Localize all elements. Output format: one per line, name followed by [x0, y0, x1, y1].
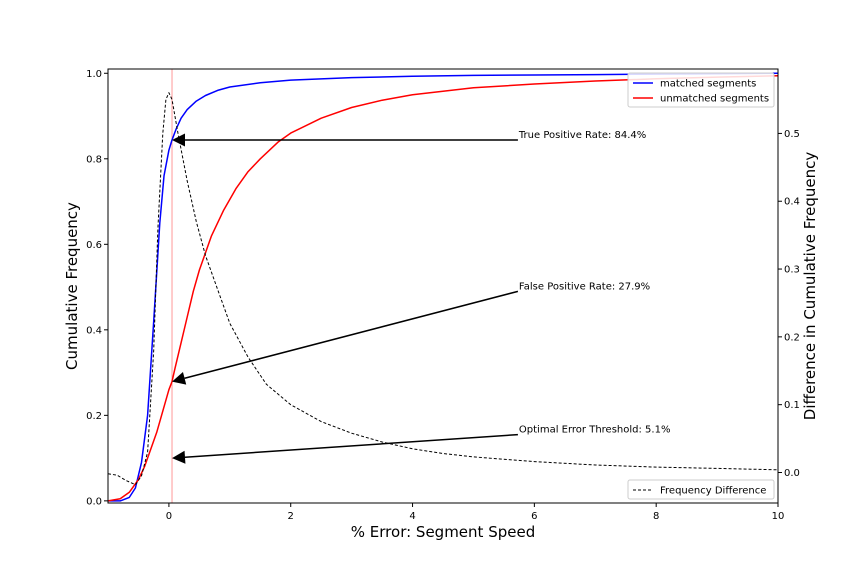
left-y-axis-ticks: 0.0 0.2 0.4 0.6 0.8 1.0 [86, 69, 108, 507]
left-y-tick-label: 0.6 [86, 240, 102, 251]
x-tick-label: 0 [166, 511, 172, 522]
annotation-arrow-line-2 [184, 433, 518, 458]
right-y-axis-ticks: 0.0 0.1 0.2 0.3 0.4 0.5 [778, 129, 800, 479]
series-line-0 [108, 72, 778, 502]
legend-bottom-right: Frequency Difference [627, 479, 775, 500]
annotation-arrowhead-2 [172, 450, 186, 464]
x-tick-label: 10 [772, 511, 785, 522]
annotation-arrowhead-1 [172, 371, 187, 385]
right-y-tick-label: 0.0 [784, 468, 800, 479]
series-lines [108, 69, 778, 503]
legend-difference-label: Frequency Difference [660, 486, 766, 497]
annotations: True Positive Rate: 84.4% False Positive … [172, 130, 670, 464]
right-y-tick-label: 0.4 [784, 197, 800, 208]
x-tick-label: 8 [653, 511, 659, 522]
legend-top-box [627, 72, 775, 108]
annotation-label-2: Optimal Error Threshold: 5.1% [519, 425, 671, 436]
left-y-tick-label: 0.0 [86, 496, 102, 507]
left-y-tick-label: 0.2 [86, 411, 102, 422]
right-y-tick-label: 0.1 [784, 400, 800, 411]
legend-bottom-box [627, 479, 775, 500]
annotation-arrow-line-1 [184, 290, 519, 380]
right-y-axis-label: Difference in Cumulative Frequency [801, 152, 819, 421]
series-line-1 [108, 75, 778, 502]
left-y-tick-label: 0.8 [86, 154, 102, 165]
x-axis-ticks: 0 2 4 6 8 10 [166, 503, 785, 522]
x-axis-label: % Error: Segment Speed [351, 523, 535, 541]
legend-top-right: matched segments unmatched segments [627, 72, 775, 108]
right-y-tick-label: 0.2 [784, 332, 800, 343]
x-tick-label: 2 [288, 511, 294, 522]
left-y-tick-label: 0.4 [86, 325, 102, 336]
x-tick-label: 4 [409, 511, 415, 522]
left-y-tick-label: 1.0 [86, 69, 102, 80]
annotation-arrowhead-0 [172, 133, 186, 147]
annotation-label-0: True Positive Rate: 84.4% [518, 130, 646, 141]
right-y-tick-label: 0.5 [784, 129, 800, 140]
legend-unmatched-label: unmatched segments [660, 94, 769, 105]
series-line-2 [108, 92, 778, 486]
x-tick-label: 6 [531, 511, 537, 522]
left-y-axis-label: Cumulative Frequency [63, 202, 81, 370]
right-y-tick-label: 0.3 [784, 265, 800, 276]
annotation-label-1: False Positive Rate: 27.9% [519, 281, 650, 292]
plot-frame [107, 68, 779, 504]
legend-matched-label: matched segments [660, 79, 756, 90]
